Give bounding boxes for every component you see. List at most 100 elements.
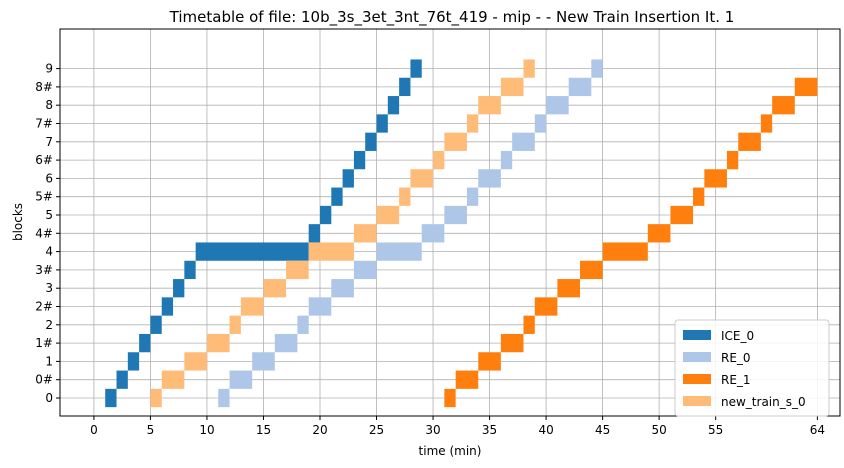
x-tick-label: 15 (256, 423, 271, 437)
bar-segment-re-1 (455, 370, 479, 389)
bar-segment-ice-0 (353, 150, 366, 170)
y-tick-label: 3# (35, 263, 53, 277)
y-tick-label: 0# (35, 373, 53, 387)
x-tick-label: 20 (312, 423, 327, 437)
bar-segment-re-0 (252, 352, 275, 371)
bar-segment-ice-0 (139, 333, 151, 353)
bar-segment-re-1 (794, 77, 818, 97)
y-tick-label: 6# (35, 153, 53, 167)
bar-segment-re-1 (772, 96, 795, 115)
y-axis-label: blocks (11, 203, 25, 241)
bar-segment-new-train-s-0 (523, 59, 535, 78)
y-tick-label: 9 (45, 62, 53, 76)
x-tick-label: 10 (199, 423, 214, 437)
y-tick-label: 2# (35, 300, 53, 314)
y-tick-label: 8# (35, 80, 53, 94)
x-tick-label: 55 (708, 423, 723, 437)
bar-segment-re-1 (500, 333, 524, 353)
plot-frame (59, 28, 841, 417)
bar-segment-new-train-s-0 (150, 388, 162, 408)
x-tick-label: 45 (595, 423, 610, 437)
bar-segment-re-1 (670, 205, 694, 225)
bar-segment-re-0 (274, 333, 298, 353)
bar-segment-re-1 (693, 187, 705, 206)
bar-segment-re-0 (534, 114, 547, 133)
bar-segment-re-1 (557, 279, 580, 298)
bar-segment-new-train-s-0 (410, 169, 434, 188)
y-tick-label: 0 (45, 391, 53, 405)
bar-segment-re-1 (580, 260, 603, 280)
timetable-bars (105, 59, 818, 408)
bar-segment-re-0 (218, 388, 230, 408)
bar-segment-ice-0 (320, 205, 332, 225)
legend-swatch (683, 330, 711, 340)
y-tick-label: 5# (35, 190, 53, 204)
bar-segment-new-train-s-0 (263, 279, 287, 298)
bar-segment-new-train-s-0 (500, 77, 524, 97)
y-tick-label: 1 (45, 354, 53, 368)
bar-segment-new-train-s-0 (353, 224, 377, 243)
legend-label: RE_0 (721, 351, 751, 365)
bar-segment-ice-0 (342, 169, 354, 188)
legend: ICE_0 RE_0 RE_1 new_train_s_0 (674, 319, 830, 417)
y-tick-label: 4# (35, 226, 53, 240)
bar-segment-ice-0 (127, 352, 140, 371)
legend-label: new_train_s_0 (721, 395, 806, 409)
x-tick-label: 50 (651, 423, 666, 437)
x-tick-label: 40 (538, 423, 553, 437)
x-tick-label: 30 (425, 423, 440, 437)
bar-segment-re-1 (738, 132, 761, 151)
legend-swatch (683, 374, 711, 384)
bar-segment-new-train-s-0 (161, 370, 185, 389)
bar-segment-re-1 (647, 224, 671, 243)
bar-segment-re-0 (591, 59, 603, 78)
y-tick-label: 7 (45, 135, 53, 149)
bar-segment-ice-0 (410, 59, 422, 78)
bar-segment-new-train-s-0 (444, 132, 467, 151)
bar-segment-ice-0 (105, 388, 117, 408)
y-axis-ticks: 0 0# 1 1# 2 2# 3 3# 4 4# 5 5# 6 6# 7 7# 8 8# 9 (35, 62, 60, 405)
x-axis-ticks: 0 5 10 15 20 25 30 35 40 45 50 55 64 (90, 416, 825, 437)
y-tick-label: 3 (45, 281, 53, 295)
x-tick-label: 64 (810, 423, 825, 437)
bar-segment-re-1 (602, 242, 648, 261)
bar-segment-re-0 (353, 260, 377, 280)
bar-segment-new-train-s-0 (206, 333, 230, 353)
bar-segment-ice-0 (387, 96, 400, 115)
legend-swatch (683, 396, 711, 406)
bar-segment-re-0 (297, 315, 309, 334)
bar-segment-re-0 (331, 279, 354, 298)
legend-label: RE_1 (721, 373, 751, 387)
bar-segment-ice-0 (308, 224, 320, 243)
x-tick-label: 0 (90, 423, 98, 437)
bar-segment-re-0 (229, 370, 253, 389)
bar-segment-ice-0 (195, 242, 309, 261)
bar-segment-new-train-s-0 (286, 260, 309, 280)
bar-segment-re-0 (568, 77, 592, 97)
bar-segment-ice-0 (399, 77, 411, 97)
x-tick-label: 35 (482, 423, 497, 437)
y-tick-label: 8 (45, 98, 53, 112)
bar-segment-new-train-s-0 (240, 297, 264, 316)
y-tick-label: 7# (35, 117, 53, 131)
bar-segment-re-1 (444, 388, 456, 408)
bar-segment-re-0 (546, 96, 569, 115)
bar-segment-new-train-s-0 (229, 315, 241, 334)
bar-segment-new-train-s-0 (376, 205, 400, 225)
bar-segment-re-1 (534, 297, 558, 316)
y-tick-label: 1# (35, 336, 53, 350)
bar-segment-re-0 (421, 224, 445, 243)
bar-segment-re-0 (500, 150, 513, 170)
y-tick-label: 2 (45, 318, 53, 332)
bar-segment-ice-0 (173, 279, 185, 298)
bar-segment-ice-0 (376, 114, 388, 133)
bar-segment-new-train-s-0 (478, 96, 501, 115)
x-tick-label: 25 (369, 423, 384, 437)
x-tick-label: 5 (147, 423, 155, 437)
bar-segment-re-1 (760, 114, 773, 133)
bar-segment-re-0 (478, 169, 501, 188)
bar-segment-ice-0 (116, 370, 128, 389)
x-axis-label: time (min) (419, 444, 482, 458)
bar-segment-new-train-s-0 (399, 187, 411, 206)
